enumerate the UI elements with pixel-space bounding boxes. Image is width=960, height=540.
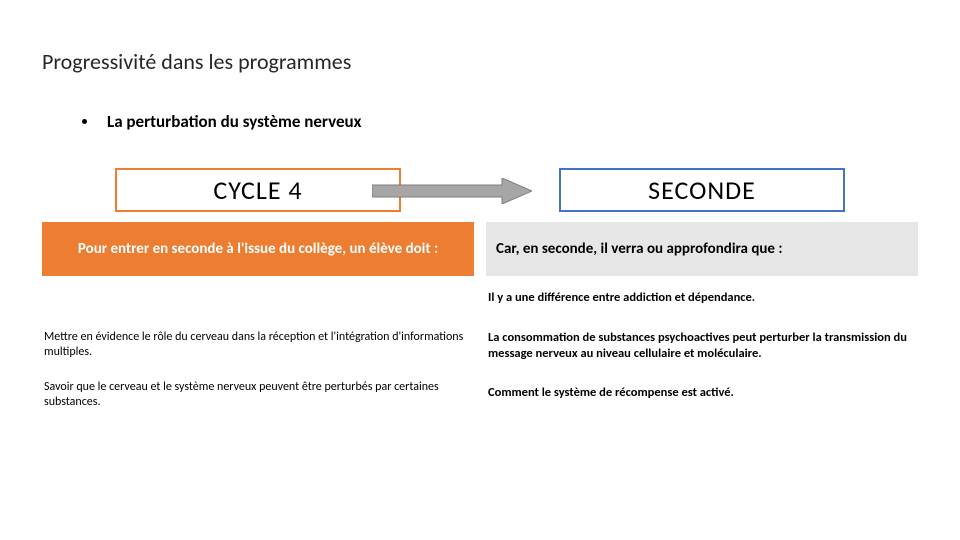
seconde-subhead: Car, en seconde, il verra ou approfondir… (486, 222, 918, 276)
right-row-0: Il y a une différence entre addiction et… (486, 276, 918, 320)
right-body: Il y a une différence entre addiction et… (486, 276, 918, 415)
bullet-dot-icon (82, 119, 87, 124)
left-row-0 (42, 276, 474, 320)
arrow-right-icon (372, 178, 532, 204)
cycle4-heading: CYCLE 4 (115, 168, 400, 212)
cycle4-subhead: Pour entrer en seconde à l'issue du coll… (42, 222, 474, 276)
bullet-row: La perturbation du système nerveux (82, 111, 918, 132)
slide-title: Progressivité dans les programmes (42, 48, 918, 75)
bullet-text: La perturbation du système nerveux (107, 111, 362, 132)
right-row-2: Comment le système de récompense est act… (486, 371, 918, 415)
left-row-2: Savoir que le cerveau et le système nerv… (42, 370, 474, 420)
left-column: CYCLE 4 Pour entrer en seconde à l'issue… (42, 168, 474, 420)
columns-container: CYCLE 4 Pour entrer en seconde à l'issue… (42, 168, 918, 420)
seconde-heading: SECONDE (559, 168, 844, 212)
left-row-1: Mettre en évidence le rôle du cerveau da… (42, 320, 474, 370)
right-column: SECONDE Car, en seconde, il verra ou app… (486, 168, 918, 420)
left-body: Mettre en évidence le rôle du cerveau da… (42, 276, 474, 420)
right-row-1: La consommation de substances psychoacti… (486, 320, 918, 371)
